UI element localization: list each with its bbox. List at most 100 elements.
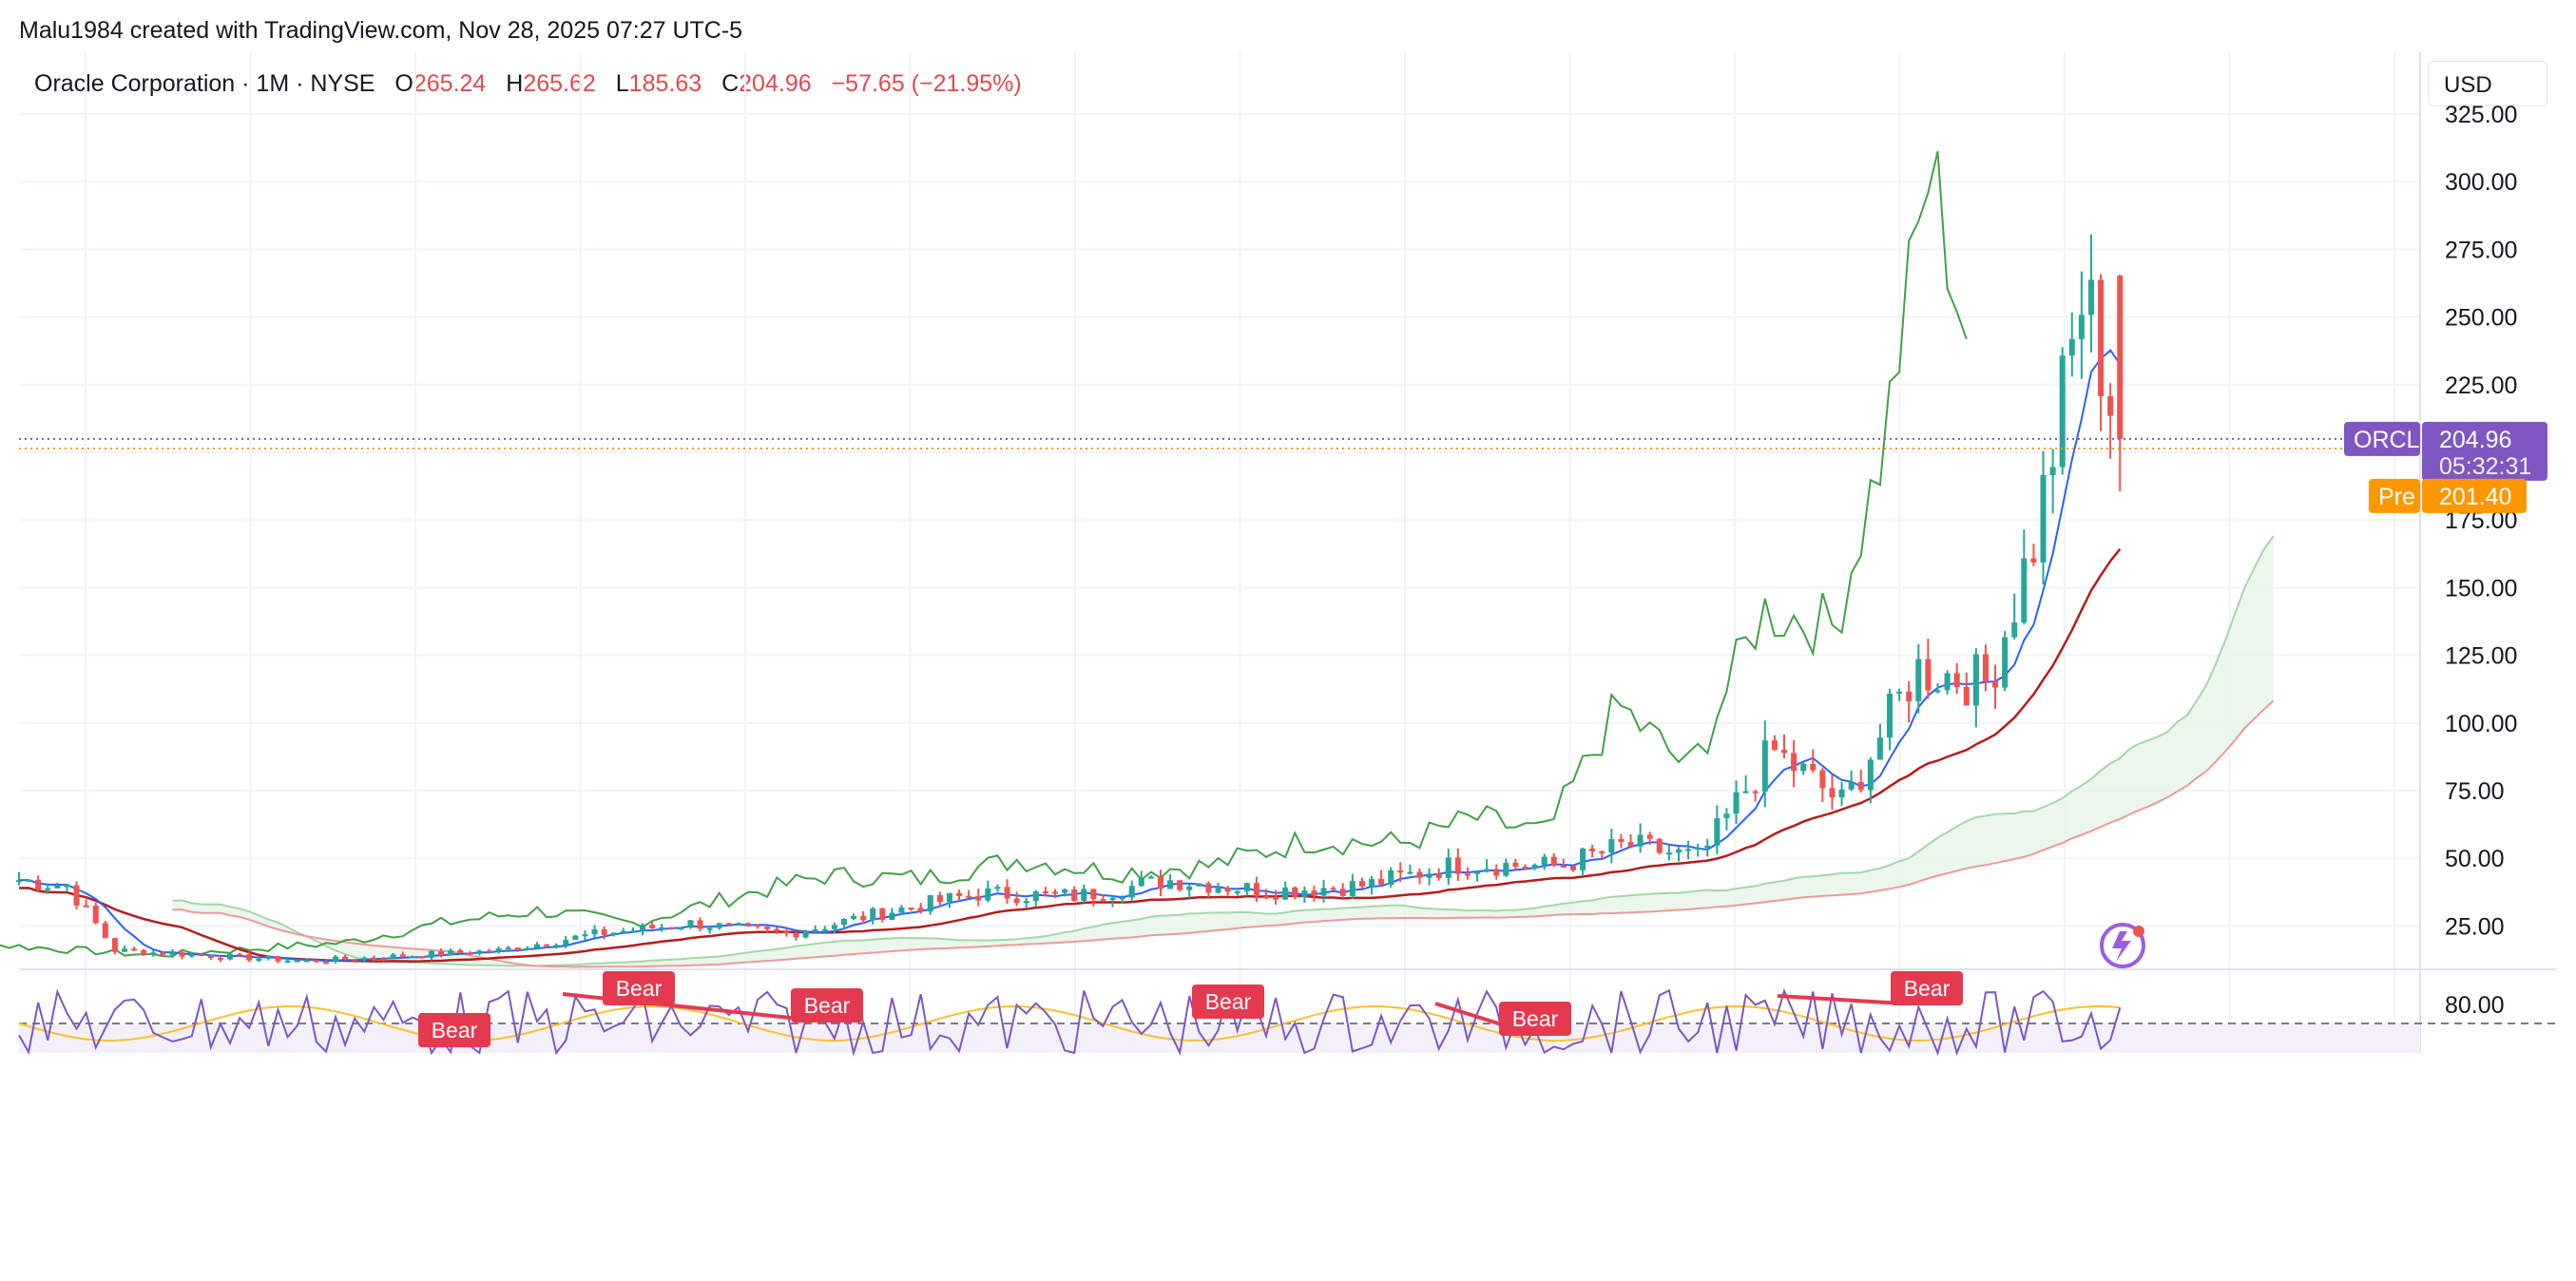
candles [15,234,2124,965]
candle-body [476,950,483,954]
candle-body [1896,691,1903,694]
candle-body [1963,687,1970,706]
candle-body [1972,654,1979,706]
price-tick-label: 325.00 [2445,102,2517,128]
candle-body [2049,467,2056,475]
candle-body [217,958,223,961]
candle-body [1675,849,1682,853]
candle-body [1186,886,1193,890]
candle-body [870,908,876,921]
price-tick-label: 125.00 [2445,643,2517,670]
candle-body [1742,791,1749,793]
candle-body [2002,637,2009,688]
sparkle-icon [2100,923,2145,968]
candle-body [1685,849,1692,851]
candle-body [956,892,963,896]
candle-body [879,908,886,920]
candle-body [188,954,195,957]
candle-body [26,879,32,882]
candle-body [706,927,713,930]
candle-body [1311,890,1317,896]
candle-body [1800,763,1807,772]
candle-body [2068,338,2075,356]
rsi-level-label: 80.00 [2445,992,2505,1019]
candle-body [1925,659,1932,691]
candle-body [45,888,51,890]
candle-body [73,885,80,906]
candle-body [1301,890,1308,897]
price-lines [19,437,2420,450]
tenkan-line [18,349,2122,963]
candle-body [1282,887,1289,900]
candle-body [467,952,473,955]
candle-body [342,956,349,960]
candle-body [1416,871,1423,878]
symbol-badge [2344,421,2420,456]
candle-body [1023,901,1029,904]
candle-body [1915,659,1922,702]
price-tick-label: 25.00 [2445,913,2505,940]
candle-body [1589,848,1596,851]
candle-body [1147,876,1154,879]
candle-body [83,905,89,908]
candle-body [294,960,300,963]
candle-body [141,949,147,956]
candle-body [1435,873,1442,878]
candle-body [1752,791,1759,793]
candle-body [629,930,636,933]
candle-body [1474,871,1481,874]
candle-body [2087,279,2094,315]
candle-body [524,947,530,950]
candle-body [322,962,329,965]
ichimoku-cloud [172,535,2275,968]
bear-label-box [791,988,863,1023]
candle-body [936,895,943,903]
price-tick-label: 275.00 [2445,237,2517,263]
bear-label: Bear [616,976,663,1001]
candle-body [54,885,61,889]
candle-body [735,923,741,926]
candle-body [179,952,185,957]
candle-body [1656,838,1663,853]
candle-body [1531,865,1538,869]
candle-body [1627,842,1634,847]
candle-body [1944,673,1951,691]
candle-body [1857,781,1864,791]
candle-body [1580,848,1586,870]
candle-body [2078,315,2085,339]
candle-body [2040,474,2047,563]
candle-body [1992,680,1999,688]
candle-body [2098,279,2105,396]
bear-label: Bear [1512,1006,1559,1031]
candle-body [303,960,310,963]
candle-body [1320,888,1327,896]
candle-body [1167,880,1174,889]
candle-body [1733,792,1740,814]
candle-body [1081,889,1087,902]
candle-body [15,880,23,883]
price-tick-label: 150.00 [2445,575,2517,602]
low-value: 185.63 [628,70,702,97]
bear-label: Bear [432,1018,478,1042]
attribution-text: Malu1984 created with TradingView.com, N… [19,17,743,44]
candle-body [1234,890,1240,893]
candle-body [793,933,799,938]
currency-button[interactable]: USD [2428,61,2547,106]
candle-body [237,953,243,956]
candle-body [275,956,281,962]
candle-body [553,945,560,947]
pre-badge-label: Pre [2378,484,2415,510]
candle-body [1100,899,1106,902]
last-price-label: 204.96 [2439,427,2511,453]
candle-body [1454,857,1461,874]
candle-body [1569,866,1576,870]
low-label: L [615,70,629,97]
candle-body [802,931,809,938]
candle-body [1982,654,1989,681]
candle-body [1838,789,1845,798]
candle-body [1215,888,1221,893]
candle-body [927,895,933,912]
bear-label: Bear [1904,976,1951,1001]
candle-body [1339,889,1346,896]
